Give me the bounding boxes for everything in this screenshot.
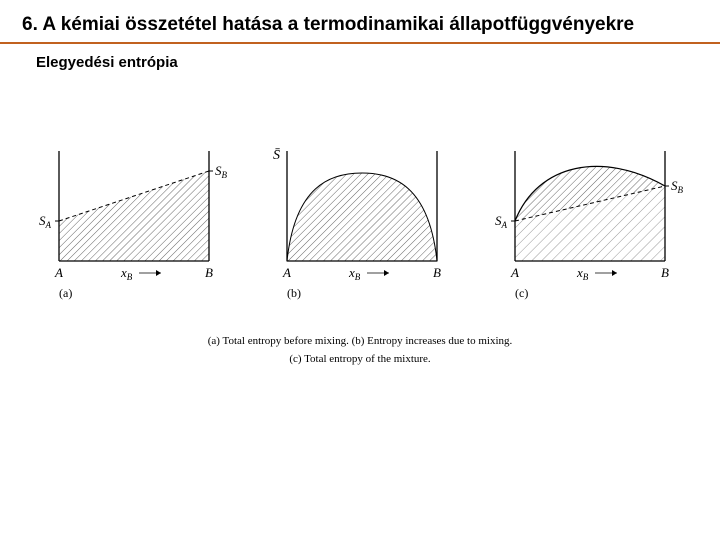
chart-c-arrowhead (612, 270, 617, 276)
chart-panel-c: SA SB A xB B (c) (483, 131, 693, 301)
chart-b-xB-mid: xB (348, 265, 361, 282)
chart-c-xB-mid: xB (576, 265, 589, 282)
chart-a-right-label: SB (215, 163, 228, 180)
chart-c-panel-label: (c) (515, 286, 528, 300)
chart-c-left-label: SA (495, 213, 508, 230)
chart-a-arrowhead (156, 270, 161, 276)
chart-b-left-label: S̄ (273, 148, 280, 163)
figure-caption: (a) Total entropy before mixing. (b) Ent… (0, 333, 720, 368)
chart-panel-a: SA SB A xB B (a) (27, 131, 237, 301)
caption-line-2: (c) Total entropy of the mixture. (0, 351, 720, 369)
chart-a-xB: B (205, 265, 213, 280)
chart-b-arrowhead (384, 270, 389, 276)
chart-c-right-label: SB (671, 178, 684, 195)
chart-b-xB: B (433, 265, 441, 280)
subtitle: Elegyedési entrópia (0, 44, 720, 71)
chart-c-xA: A (510, 265, 519, 280)
title-block: 6. A kémiai összetétel hatása a termodin… (0, 0, 720, 40)
chart-a-fill (59, 171, 209, 261)
chart-b-svg: S̄ A xB B (b) (255, 131, 465, 301)
chart-c-xB: B (661, 265, 669, 280)
charts-row: SA SB A xB B (a) (0, 71, 720, 311)
chart-b-panel-label: (b) (287, 286, 301, 300)
chart-a-xB-mid: xB (120, 265, 133, 282)
chart-a-svg: SA SB A xB B (a) (27, 131, 237, 301)
chart-c-svg: SA SB A xB B (c) (483, 131, 693, 301)
caption-line-1: (a) Total entropy before mixing. (b) Ent… (0, 333, 720, 351)
chart-b-dome (287, 173, 437, 261)
chart-a-xA: A (54, 265, 63, 280)
chart-panel-b: S̄ A xB B (b) (255, 131, 465, 301)
chart-a-left-label: SA (39, 213, 52, 230)
chart-a-panel-label: (a) (59, 286, 72, 300)
chart-b-xA: A (282, 265, 291, 280)
page-title: 6. A kémiai összetétel hatása a termodin… (22, 14, 698, 36)
